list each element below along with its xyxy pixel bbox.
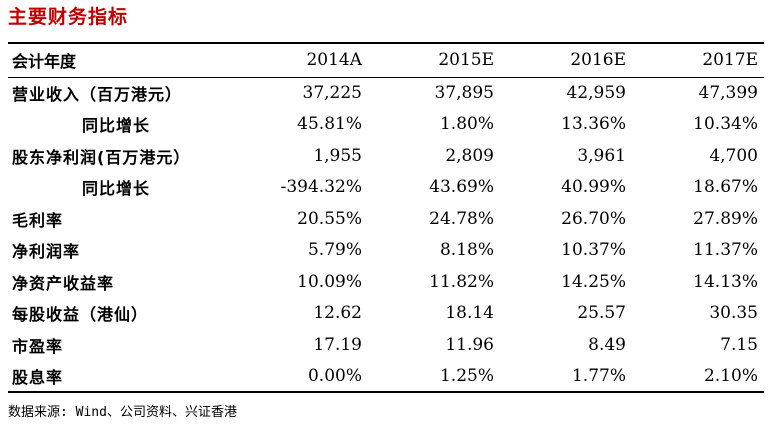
cell-value: 27.89% xyxy=(693,208,758,229)
cell-value: 1.25% xyxy=(368,360,500,393)
header-year: 2016E xyxy=(500,42,632,78)
cell-value: 3,961 xyxy=(577,145,626,166)
cell-value: 24.78% xyxy=(429,208,494,229)
cell-value: 8.18% xyxy=(439,240,494,261)
row-label: 市盈率 xyxy=(12,336,64,356)
cell-value: 42,959 xyxy=(566,83,626,103)
table-row: 营业收入（百万港元） 37,225 37,895 42,959 47,399 xyxy=(8,77,764,109)
row-label: 同比增长 xyxy=(82,179,151,199)
header-year: 2017E xyxy=(632,42,764,78)
cell-value: 4,700 xyxy=(709,145,758,166)
cell-value: 11.82% xyxy=(429,271,494,292)
cell-value: 14.25% xyxy=(561,271,626,292)
cell-value: 5.79% xyxy=(307,240,362,261)
table-row: 净利润率 5.79% 8.18% 10.37% 11.37% xyxy=(8,235,764,267)
cell-value: 45.81% xyxy=(297,114,362,135)
cell-value: 37,225 xyxy=(302,83,362,103)
table-row: 同比增长 45.81% 1.80% 13.36% 10.34% xyxy=(8,109,764,141)
cell-value: 40.99% xyxy=(561,177,626,198)
cell-value: 10.09% xyxy=(297,271,362,292)
cell-value: 18.14 xyxy=(445,303,494,324)
cell-value: 14.13% xyxy=(693,271,758,292)
financial-indicators-table: 会计年度 2014A 2015E 2016E 2017E 营业收入（百万港元） 3… xyxy=(8,42,764,393)
row-label: 净利润率 xyxy=(12,242,81,262)
cell-value: 1.77% xyxy=(500,360,632,393)
cell-value: 1,955 xyxy=(313,145,362,166)
row-label: 同比增长 xyxy=(82,116,151,136)
cell-value: 25.57 xyxy=(577,303,626,324)
financial-table-container: 会计年度 2014A 2015E 2016E 2017E 营业收入（百万港元） 3… xyxy=(8,42,764,393)
table-row: 同比增长 -394.32% 43.69% 40.99% 18.67% xyxy=(8,172,764,204)
row-label: 净资产收益率 xyxy=(12,273,115,293)
table-title: 主要财务指标 xyxy=(8,6,129,28)
cell-value: 37,895 xyxy=(434,83,494,103)
table-body: 营业收入（百万港元） 37,225 37,895 42,959 47,399 同比增长 45… xyxy=(8,77,764,393)
header-row: 会计年度 2014A 2015E 2016E 2017E xyxy=(8,42,764,78)
cell-value: 1.80% xyxy=(439,114,494,135)
table-row: 市盈率 17.19 11.96 8.49 7.15 xyxy=(8,329,764,361)
cell-value: 2,809 xyxy=(445,145,494,166)
cell-value: 30.35 xyxy=(709,303,758,324)
cell-value: 17.19 xyxy=(313,334,362,355)
cell-value: -394.32% xyxy=(280,177,362,198)
cell-value: 47,399 xyxy=(698,83,758,103)
table-row: 股东净利润(百万港元） 1,955 2,809 3,961 4,700 xyxy=(8,140,764,172)
cell-value: 2.10% xyxy=(632,360,764,393)
cell-value: 43.69% xyxy=(429,177,494,198)
table-header: 会计年度 2014A 2015E 2016E 2017E xyxy=(8,42,764,78)
data-source-note: 数据来源: Wind、公司资料、兴证香港 xyxy=(8,405,237,420)
cell-value: 18.67% xyxy=(693,177,758,198)
table-row: 每股收益（港仙） 12.62 18.14 25.57 30.35 xyxy=(8,298,764,330)
cell-value: 11.37% xyxy=(693,240,758,261)
row-label: 股东净利润(百万港元） xyxy=(12,147,191,167)
header-year: 2015E xyxy=(368,42,500,78)
table-row: 净资产收益率 10.09% 11.82% 14.25% 14.13% xyxy=(8,266,764,298)
cell-value: 10.37% xyxy=(561,240,626,261)
cell-value: 7.15 xyxy=(720,334,758,355)
cell-value: 12.62 xyxy=(313,303,362,324)
row-label: 营业收入（百万港元） xyxy=(12,85,183,104)
cell-value: 8.49 xyxy=(588,334,626,355)
cell-value: 0.00% xyxy=(236,360,368,393)
row-label: 毛利率 xyxy=(12,210,64,230)
header-year: 2014A xyxy=(236,42,368,78)
row-label: 股息率 xyxy=(8,360,236,393)
cell-value: 26.70% xyxy=(561,208,626,229)
cell-value: 11.96 xyxy=(445,334,494,355)
cell-value: 13.36% xyxy=(561,114,626,135)
cell-value: 20.55% xyxy=(297,208,362,229)
header-label-fiscal-year: 会计年度 xyxy=(8,42,236,78)
cell-value: 10.34% xyxy=(693,114,758,135)
table-row: 毛利率 20.55% 24.78% 26.70% 27.89% xyxy=(8,203,764,235)
table-row: 股息率 0.00% 1.25% 1.77% 2.10% xyxy=(8,360,764,393)
row-label: 每股收益（港仙） xyxy=(12,305,149,325)
